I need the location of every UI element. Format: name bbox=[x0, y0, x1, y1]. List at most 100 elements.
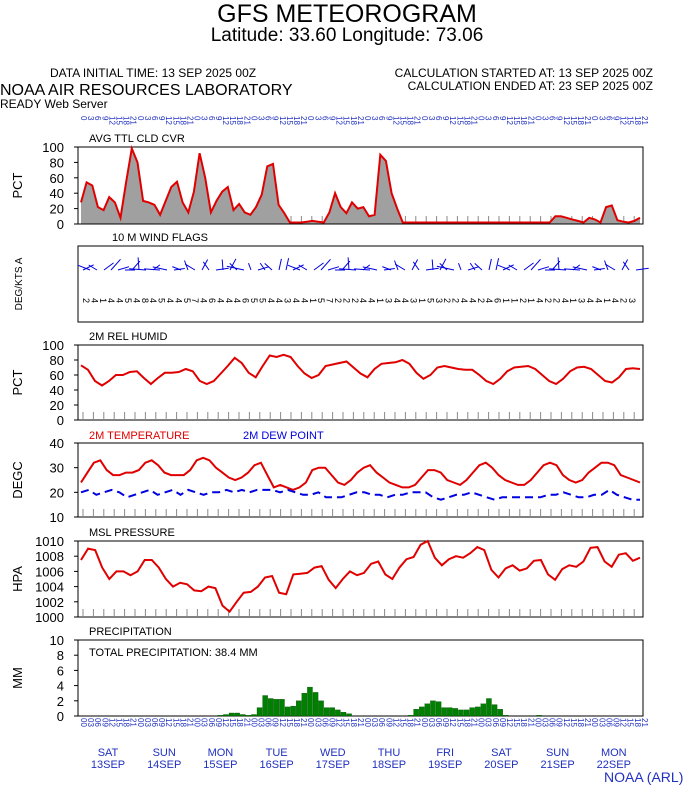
top-hour-label: 15 bbox=[626, 116, 635, 125]
wind-barb bbox=[439, 258, 447, 271]
wind-speed-label: 1 bbox=[375, 298, 385, 303]
precip-bar bbox=[307, 686, 313, 717]
precip-bar bbox=[245, 715, 252, 717]
precip-bar bbox=[536, 715, 542, 717]
precip-bar bbox=[463, 709, 470, 717]
wind-speed-label: 5 bbox=[123, 298, 133, 303]
top-hour-label: 21 bbox=[186, 116, 195, 125]
precip-bar bbox=[279, 699, 285, 717]
wind-barb bbox=[202, 261, 210, 271]
wind-barb bbox=[77, 264, 91, 271]
date-label: 20SEP bbox=[484, 759, 518, 771]
top-hour-label: 21 bbox=[413, 116, 422, 125]
hour-label: 03 bbox=[257, 718, 266, 727]
top-hour-label: 0 bbox=[590, 116, 599, 121]
top-hour-label: 12 bbox=[164, 116, 173, 125]
hour-label: 00 bbox=[590, 718, 599, 727]
panel-title: PRECIPITATION bbox=[89, 626, 172, 638]
top-hour-label: 6 bbox=[434, 116, 443, 121]
hour-label: 00 bbox=[136, 718, 145, 727]
wind-barb bbox=[431, 259, 434, 271]
y-tick-label: 60 bbox=[50, 368, 64, 383]
hour-label: 15 bbox=[512, 718, 521, 727]
y-tick-label: 1010 bbox=[35, 534, 64, 549]
wind-speed-label: 4 bbox=[106, 298, 116, 303]
top-hour-label: 3 bbox=[541, 116, 550, 121]
hour-label: 15 bbox=[626, 718, 635, 727]
top-hour-label: 12 bbox=[562, 116, 571, 125]
panel-frame bbox=[77, 639, 644, 717]
hour-label: 06 bbox=[548, 718, 557, 727]
top-hour-label: 12 bbox=[278, 116, 287, 125]
top-hour-label: 0 bbox=[249, 116, 258, 121]
hour-label: 03 bbox=[541, 718, 550, 727]
top-hour-label: 21 bbox=[242, 116, 251, 125]
panel-frame bbox=[77, 245, 644, 323]
y-tick-label: 6 bbox=[57, 663, 64, 678]
top-hour-label: 21 bbox=[526, 116, 535, 125]
wind-barb bbox=[117, 266, 130, 271]
wind-barb bbox=[110, 258, 121, 271]
y-axis-label: DEGC bbox=[10, 461, 25, 499]
hour-label: 18 bbox=[633, 718, 642, 727]
top-hour-label: 12 bbox=[391, 116, 400, 125]
day-of-week-label: FRI bbox=[436, 747, 454, 759]
y-tick-label: 80 bbox=[50, 155, 64, 170]
hour-label: 15 bbox=[171, 718, 180, 727]
hour-label: 15 bbox=[115, 718, 124, 727]
wind-speed-label: 2 bbox=[543, 298, 553, 303]
top-hour-label: 12 bbox=[619, 116, 628, 125]
wind-speed-label: 4 bbox=[274, 298, 284, 303]
wind-speed-label: 2 bbox=[551, 298, 561, 303]
precip-bar bbox=[430, 700, 436, 717]
wind-barb bbox=[495, 258, 500, 271]
top-hour-label: 9 bbox=[498, 116, 507, 121]
top-hour-label: 9 bbox=[384, 116, 393, 121]
top-hour-label: 12 bbox=[221, 116, 230, 125]
wind-barb bbox=[394, 263, 406, 271]
top-hour-label: 6 bbox=[264, 116, 273, 121]
data-initial-time: DATA INITIAL TIME: 13 SEP 2025 00Z bbox=[50, 66, 257, 80]
pressure-line bbox=[80, 539, 641, 614]
wind-speed-label: 4 bbox=[131, 298, 141, 303]
y-axis-label: PCT bbox=[10, 172, 25, 198]
top-hour-label: 15 bbox=[285, 116, 294, 125]
top-hour-label: 18 bbox=[122, 116, 131, 125]
wind-speed-label: 3 bbox=[577, 298, 587, 303]
hour-label: 21 bbox=[526, 718, 535, 727]
wind-barb bbox=[412, 261, 420, 271]
wind-speed-label: 4 bbox=[215, 298, 225, 303]
top-hour-label: 3 bbox=[200, 116, 209, 121]
dew-point-line bbox=[80, 488, 640, 501]
top-hour-label: 18 bbox=[576, 116, 585, 125]
hour-label: 00 bbox=[306, 718, 315, 727]
date-label: 17SEP bbox=[316, 759, 350, 771]
wind-barb bbox=[502, 264, 514, 271]
date-label: 15SEP bbox=[203, 759, 237, 771]
wind-speed-label: 2 bbox=[333, 298, 343, 303]
top-hour-label: 15 bbox=[342, 116, 351, 125]
wind-barb bbox=[264, 263, 273, 271]
precip-bar bbox=[475, 706, 481, 717]
top-hour-label: 9 bbox=[214, 116, 223, 121]
wind-speed-label: 5 bbox=[257, 298, 267, 303]
wind-speed-label: 3 bbox=[409, 298, 419, 303]
y-axis-label: DEG/KTS A bbox=[14, 257, 25, 310]
y-tick-label: 2 bbox=[57, 694, 64, 709]
top-hour-label: 18 bbox=[519, 116, 528, 125]
precip-bar bbox=[435, 701, 442, 717]
hour-label: 18 bbox=[462, 718, 471, 727]
y-tick-label: 1008 bbox=[35, 549, 64, 564]
hour-label: 18 bbox=[122, 718, 131, 727]
hour-label: 09 bbox=[612, 718, 621, 727]
panel-title: MSL PRESSURE bbox=[89, 527, 175, 539]
hour-label: 21 bbox=[186, 718, 195, 727]
precip-bar bbox=[318, 700, 324, 717]
precip-bar bbox=[480, 703, 487, 717]
y-tick-label: 30 bbox=[50, 461, 64, 476]
wind-speed-label: 8 bbox=[140, 298, 150, 303]
wind-speed-label: 7 bbox=[325, 298, 335, 303]
wind-barb bbox=[327, 266, 340, 271]
wind-barb bbox=[469, 262, 476, 271]
y-tick-label: 60 bbox=[50, 171, 64, 186]
